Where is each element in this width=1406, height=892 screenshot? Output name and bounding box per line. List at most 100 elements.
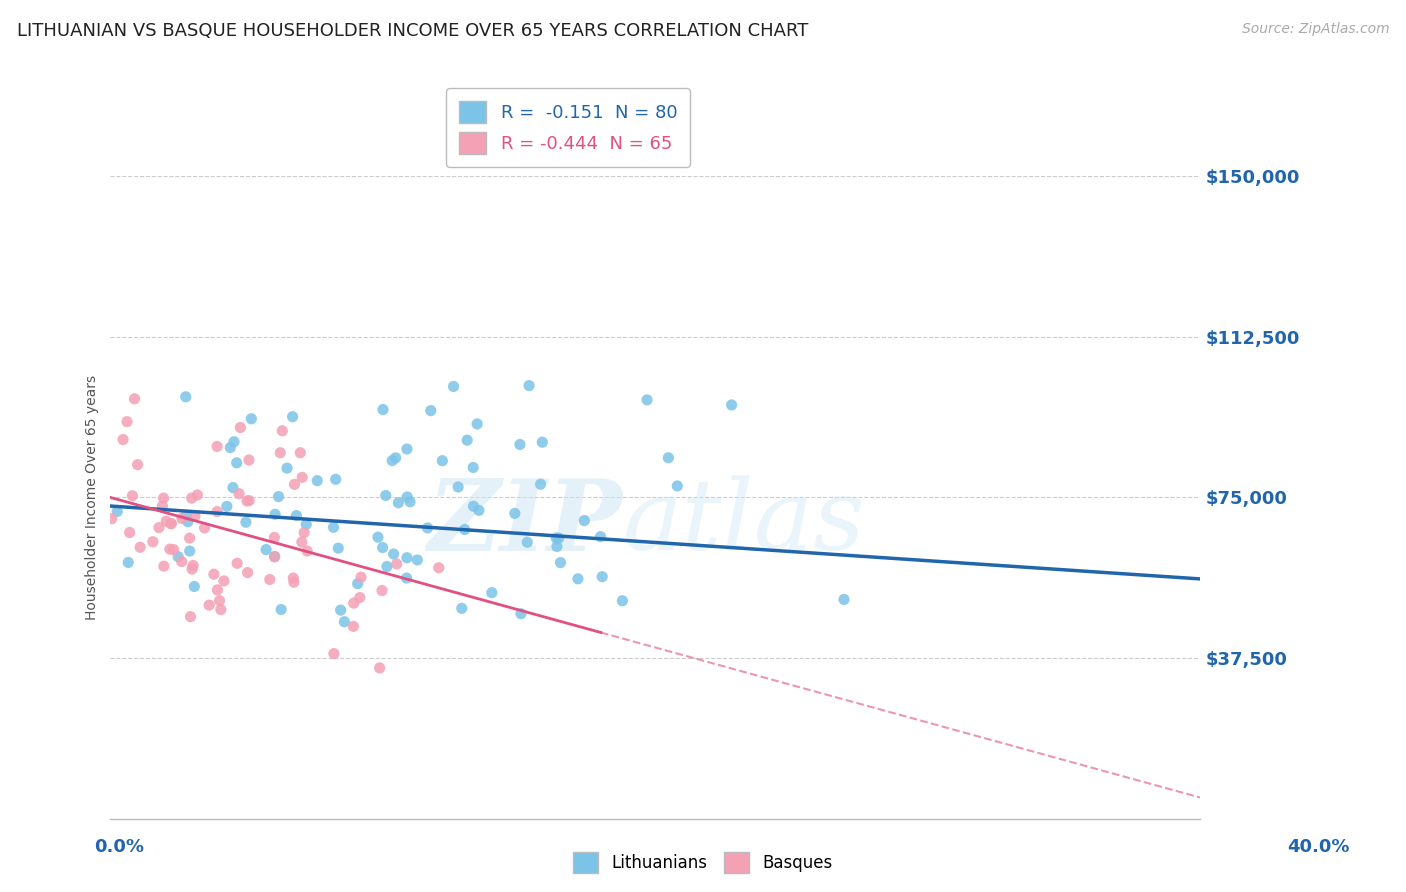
Point xyxy=(202,567,225,582)
Point xyxy=(447,480,470,494)
Point xyxy=(546,531,568,545)
Point xyxy=(367,530,389,544)
Point xyxy=(381,453,404,467)
Point xyxy=(463,499,485,513)
Point xyxy=(124,392,146,406)
Point xyxy=(325,472,347,486)
Point xyxy=(238,453,260,467)
Point xyxy=(219,441,242,455)
Point xyxy=(186,488,208,502)
Point xyxy=(503,507,526,521)
Point xyxy=(129,541,152,555)
Point xyxy=(374,488,396,502)
Point xyxy=(419,403,441,417)
Point xyxy=(229,420,252,434)
Point xyxy=(333,615,356,629)
Point xyxy=(465,417,488,431)
Point xyxy=(180,491,202,505)
Point xyxy=(350,570,373,584)
Text: 40.0%: 40.0% xyxy=(1288,838,1350,855)
Point xyxy=(481,585,503,599)
Point xyxy=(183,579,205,593)
Point xyxy=(550,556,572,570)
Point xyxy=(342,619,364,633)
Point xyxy=(155,514,177,528)
Point xyxy=(127,458,149,472)
Point xyxy=(225,456,247,470)
Point xyxy=(115,415,138,429)
Point xyxy=(290,446,312,460)
Point xyxy=(159,542,181,557)
Y-axis label: Householder Income Over 65 years: Householder Income Over 65 years xyxy=(86,375,100,620)
Point xyxy=(517,378,540,392)
Point xyxy=(174,390,197,404)
Point xyxy=(163,542,186,557)
Point xyxy=(238,493,260,508)
Point xyxy=(228,486,250,500)
Point xyxy=(396,490,419,504)
Point xyxy=(285,508,308,523)
Point xyxy=(222,434,245,449)
Point xyxy=(263,530,285,544)
Point xyxy=(384,450,406,465)
Text: 0.0%: 0.0% xyxy=(94,838,145,855)
Point xyxy=(117,556,139,570)
Point xyxy=(181,562,204,576)
Point xyxy=(291,470,314,484)
Legend: R =  -0.151  N = 80, R = -0.444  N = 65: R = -0.151 N = 80, R = -0.444 N = 65 xyxy=(447,88,690,167)
Point xyxy=(292,525,315,540)
Point xyxy=(118,525,141,540)
Point xyxy=(666,479,689,493)
Point xyxy=(395,442,418,456)
Point xyxy=(179,544,201,558)
Point xyxy=(283,575,305,590)
Point xyxy=(222,481,245,495)
Point xyxy=(591,570,613,584)
Point xyxy=(328,541,350,556)
Point xyxy=(516,535,538,549)
Point xyxy=(240,411,263,425)
Point xyxy=(416,521,439,535)
Point xyxy=(176,508,198,523)
Point xyxy=(450,601,472,615)
Point xyxy=(589,530,612,544)
Point xyxy=(105,504,128,518)
Point xyxy=(205,440,228,454)
Point xyxy=(349,591,371,605)
Point xyxy=(427,560,450,574)
Point xyxy=(385,557,408,571)
Point xyxy=(395,550,418,565)
Point xyxy=(209,602,232,616)
Point xyxy=(399,495,422,509)
Point xyxy=(160,516,183,531)
Point xyxy=(322,647,344,661)
Point xyxy=(283,477,305,491)
Point xyxy=(368,661,391,675)
Point xyxy=(184,509,207,524)
Point xyxy=(346,576,368,591)
Point xyxy=(387,496,409,510)
Point xyxy=(212,574,235,588)
Text: atlas: atlas xyxy=(623,475,866,571)
Point xyxy=(406,553,429,567)
Point xyxy=(198,598,221,612)
Point xyxy=(636,392,658,407)
Point xyxy=(329,603,352,617)
Point xyxy=(291,535,314,549)
Point xyxy=(193,521,215,535)
Legend: Lithuanians, Basques: Lithuanians, Basques xyxy=(567,846,839,880)
Point xyxy=(343,596,366,610)
Point xyxy=(267,490,290,504)
Point xyxy=(371,541,394,555)
Point xyxy=(468,503,491,517)
Point xyxy=(153,559,176,574)
Point xyxy=(112,433,135,447)
Point xyxy=(235,516,257,530)
Point xyxy=(179,609,201,624)
Point xyxy=(371,402,394,417)
Text: LITHUANIAN VS BASQUE HOUSEHOLDER INCOME OVER 65 YEARS CORRELATION CHART: LITHUANIAN VS BASQUE HOUSEHOLDER INCOME … xyxy=(17,22,808,40)
Point xyxy=(170,555,193,569)
Point xyxy=(254,542,277,557)
Point xyxy=(271,424,294,438)
Point xyxy=(382,547,405,561)
